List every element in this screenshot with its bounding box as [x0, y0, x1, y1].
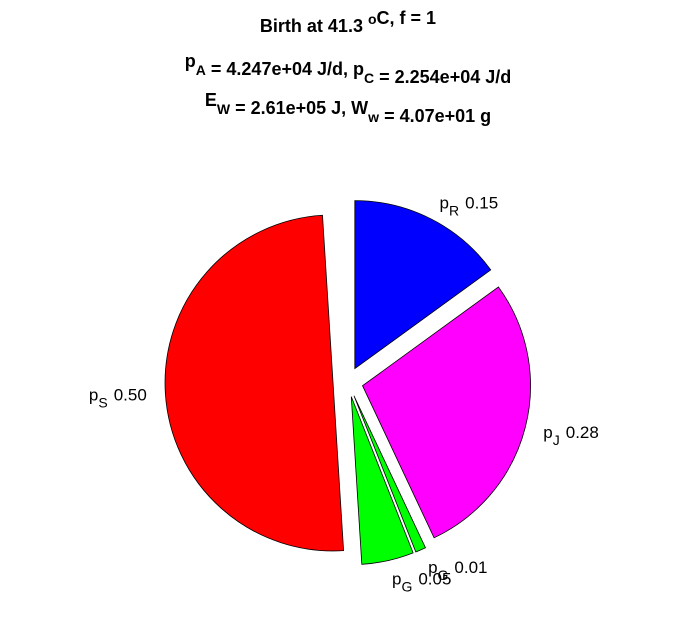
title-sub: w — [367, 109, 379, 125]
slice — [164, 214, 345, 552]
slice-sub: G — [438, 567, 449, 583]
slice-name: p — [89, 386, 98, 405]
slice-sub: R — [449, 202, 459, 218]
title-text: = 4.07e+01 g — [379, 106, 491, 126]
title-line: EW = 2.61e+05 J, Ww = 4.07e+01 g — [205, 90, 491, 126]
title-text: C, f = 1 — [377, 8, 437, 28]
slice — [353, 395, 427, 553]
slice-name: p — [392, 570, 401, 589]
slice-sub: S — [98, 395, 107, 411]
slice-name: p — [428, 558, 437, 577]
title-sub: W — [217, 101, 231, 117]
title-text: E — [205, 90, 217, 110]
slice-label: pJ 0.28 — [543, 423, 599, 448]
slice — [354, 200, 492, 370]
title-line: Birth at 41.3 oC, f = 1 — [260, 8, 436, 36]
slice-name: p — [440, 193, 449, 212]
value-label: 0.01 — [454, 558, 487, 577]
title: Birth at 41.3 oC, f = 1 pA = 4.247e+04 J/… — [185, 8, 511, 126]
slice-label: pS 0.50 — [89, 386, 147, 411]
title-text: p — [185, 51, 196, 71]
title-text: Birth at 41.3 — [260, 16, 368, 36]
slice-label: pG 0.05 — [392, 570, 451, 595]
slice — [362, 286, 531, 539]
slice-label: pG 0.01 — [428, 558, 487, 583]
slice — [350, 396, 414, 565]
slice-sub: J — [553, 432, 560, 448]
slice-name: p — [543, 423, 552, 442]
value-label: 0.28 — [566, 423, 599, 442]
slice-label: pR 0.15 — [440, 193, 499, 218]
title-text: = 2.61e+05 J, W — [230, 98, 368, 118]
value-label: 0.50 — [114, 386, 147, 405]
title-text: = 2.254e+04 J/d — [374, 67, 511, 87]
title-sub: C — [364, 70, 374, 86]
value-label: 0.05 — [418, 570, 451, 589]
title-text: = 4.247e+04 J/d, p — [206, 59, 364, 79]
value-label: 0.15 — [465, 193, 498, 212]
title-sup: o — [368, 11, 377, 27]
title-sub: A — [196, 62, 206, 78]
slice-sub: G — [401, 579, 412, 595]
title-line: pA = 4.247e+04 J/d, pC = 2.254e+04 J/d — [185, 51, 511, 87]
pie — [164, 200, 531, 565]
